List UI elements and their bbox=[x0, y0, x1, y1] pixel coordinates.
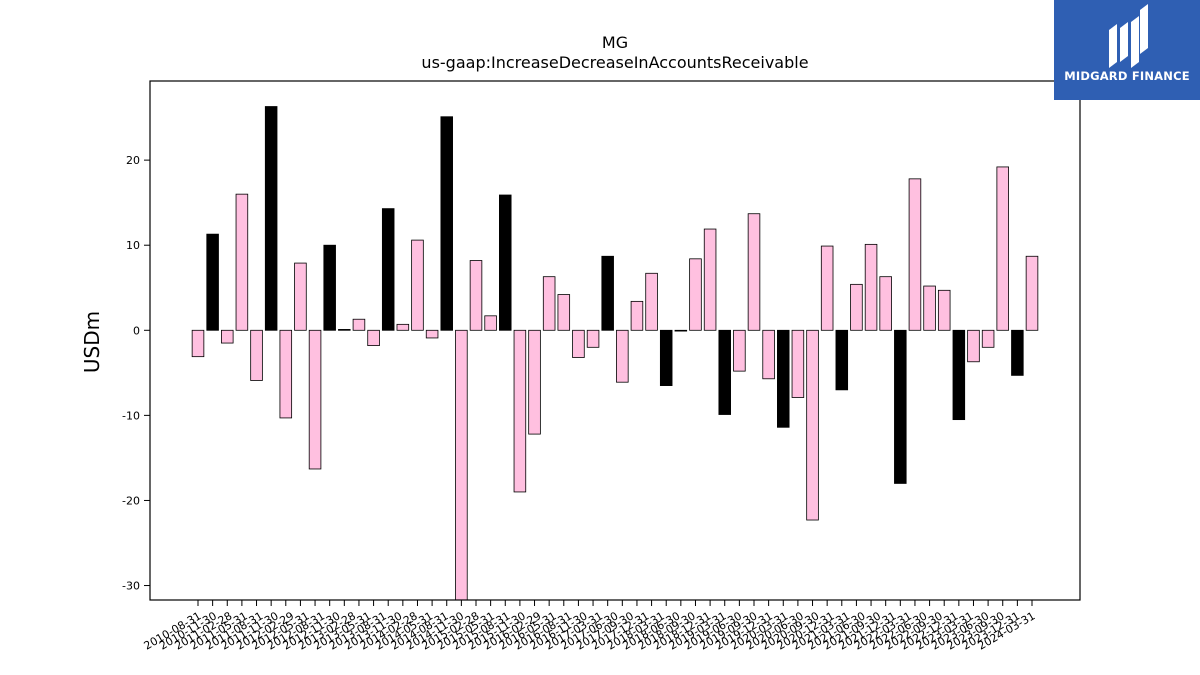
bar bbox=[455, 329, 468, 601]
y-axis-label: USDm bbox=[80, 311, 104, 373]
y-tick-label: -30 bbox=[122, 580, 140, 593]
bar bbox=[528, 329, 541, 435]
bar bbox=[659, 329, 673, 386]
bar bbox=[908, 178, 922, 331]
bar bbox=[703, 228, 717, 331]
bar bbox=[1011, 329, 1024, 376]
bar bbox=[308, 329, 322, 470]
bar bbox=[396, 323, 410, 331]
bar bbox=[499, 194, 512, 331]
bar bbox=[747, 213, 761, 331]
bar bbox=[850, 283, 863, 331]
bar bbox=[206, 233, 219, 331]
chart-subtitle: us-gaap:IncreaseDecreaseInAccountsReceiv… bbox=[421, 53, 808, 72]
bar bbox=[352, 318, 366, 331]
y-tick-label: 20 bbox=[126, 154, 140, 167]
bar bbox=[586, 329, 600, 348]
y-axis: -30 -20 -10 0 10 20 bbox=[122, 154, 150, 593]
bar bbox=[791, 329, 805, 398]
bar bbox=[952, 329, 966, 421]
bar bbox=[338, 329, 351, 331]
bar bbox=[294, 262, 307, 331]
bar bbox=[835, 329, 849, 391]
bar bbox=[864, 243, 878, 331]
brand-logo: MIDGARD FINANCE bbox=[1054, 0, 1200, 100]
bar bbox=[937, 289, 951, 331]
bar bbox=[1025, 255, 1039, 331]
y-tick-label: 0 bbox=[133, 324, 140, 337]
bar bbox=[323, 244, 336, 331]
bar bbox=[981, 329, 995, 348]
bar bbox=[762, 329, 775, 380]
bar bbox=[469, 260, 483, 331]
bar bbox=[967, 329, 980, 363]
bar bbox=[221, 329, 234, 344]
bar bbox=[572, 329, 585, 358]
bar bbox=[381, 208, 395, 331]
x-axis: 2010-08-312010-11-302011-02-282011-05-31… bbox=[142, 600, 1038, 653]
bar bbox=[616, 329, 629, 383]
plot-frame bbox=[149, 80, 1081, 601]
bars-group bbox=[191, 106, 1039, 601]
bar bbox=[542, 276, 556, 331]
bar bbox=[411, 239, 424, 331]
bar bbox=[777, 329, 790, 428]
bar bbox=[733, 329, 746, 372]
bar bbox=[689, 258, 702, 331]
brand-name: MIDGARD FINANCE bbox=[1064, 69, 1190, 83]
bar bbox=[279, 329, 293, 419]
bar bbox=[894, 329, 907, 484]
bar bbox=[923, 285, 936, 331]
bar bbox=[235, 193, 249, 331]
midgard-logo-icon bbox=[1109, 4, 1148, 68]
bar bbox=[250, 329, 263, 381]
y-tick-label: -20 bbox=[122, 494, 140, 507]
bar bbox=[440, 116, 453, 331]
bar bbox=[484, 315, 497, 331]
bar bbox=[191, 329, 205, 358]
bar bbox=[820, 245, 834, 331]
bar bbox=[996, 166, 1009, 331]
bar bbox=[718, 329, 731, 415]
bar bbox=[557, 294, 571, 331]
bar bbox=[367, 329, 380, 347]
bar bbox=[513, 329, 527, 493]
bar bbox=[674, 329, 688, 332]
bar bbox=[879, 276, 892, 331]
bar bbox=[630, 300, 644, 331]
bar bbox=[806, 329, 819, 521]
bar bbox=[645, 272, 658, 331]
bar bbox=[425, 329, 439, 339]
y-tick-label: 10 bbox=[126, 239, 140, 252]
bar bbox=[264, 106, 278, 331]
bar bbox=[601, 255, 614, 331]
y-tick-label: -10 bbox=[122, 409, 140, 422]
chart-title: MG bbox=[602, 33, 628, 52]
